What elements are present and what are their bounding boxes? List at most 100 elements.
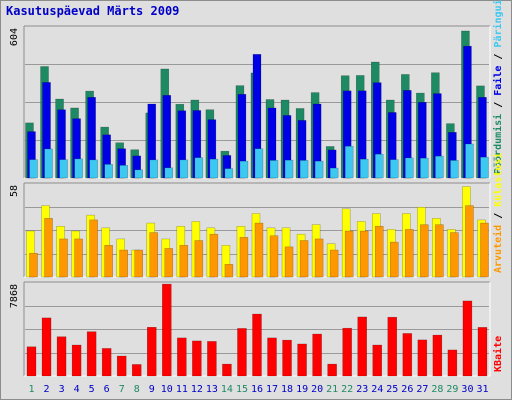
bar-sites (119, 249, 128, 278)
bar-hits (299, 160, 309, 179)
y-max-label: 58 (9, 185, 20, 197)
x-tick-label: 9 (149, 384, 155, 395)
x-tick-label: 4 (74, 384, 80, 395)
bar-kbytes (282, 339, 292, 377)
bar-kbytes (101, 348, 112, 377)
bar-sites (284, 246, 294, 278)
bar-hits (44, 148, 53, 179)
bar-sites (29, 252, 38, 278)
x-tick-label: 10 (161, 384, 173, 395)
x-tick-label: 31 (476, 384, 488, 395)
bar-kbytes (372, 344, 382, 377)
bar-sites (209, 233, 219, 278)
bar-sites (405, 229, 414, 278)
bar-kbytes (222, 363, 232, 377)
legend: KBaite (492, 336, 504, 372)
x-tick-label: 24 (371, 384, 383, 395)
bar-hits (239, 160, 249, 179)
bar-sites (164, 248, 174, 278)
bar-kbytes (297, 343, 307, 377)
x-tick-label: 28 (431, 384, 443, 395)
bar-kbytes (477, 327, 488, 377)
bar-sites (134, 249, 143, 278)
bar-sites (59, 238, 68, 278)
bar-hits (104, 164, 113, 179)
x-tick-label: 19 (296, 384, 308, 395)
bar-kbytes (402, 333, 413, 377)
bar-hits (480, 156, 489, 179)
legend-entry: Arvuteid (492, 225, 504, 273)
x-tick-label: 22 (341, 384, 353, 395)
x-tick-label: 30 (461, 384, 473, 395)
bar-hits (314, 160, 324, 179)
bar-kbytes (207, 341, 217, 377)
legend-entry: Pöördumisi (492, 114, 504, 174)
x-tick-label: 14 (221, 384, 233, 395)
bar-hits (59, 159, 68, 179)
x-tick-label: 23 (356, 384, 368, 395)
bar-hits (194, 157, 204, 179)
x-tick-label: 2 (44, 384, 50, 395)
bar-hits (254, 148, 264, 179)
bar-kbytes (177, 337, 187, 377)
bar-sites (329, 249, 339, 278)
bar-sites (344, 230, 354, 278)
x-tick-label: 16 (251, 384, 263, 395)
bar-kbytes (267, 337, 277, 377)
bar-sites (224, 264, 234, 278)
bar-hits (209, 158, 219, 179)
bar-kbytes (387, 316, 398, 377)
bars (25, 30, 489, 377)
bar-sites (390, 241, 399, 278)
bar-sites (239, 237, 249, 278)
bar-sites (89, 219, 98, 278)
bar-hits (450, 160, 459, 179)
y-max-label: 604 (9, 28, 20, 46)
bar-hits (405, 157, 414, 179)
bar-files (162, 95, 172, 179)
bar-hits (465, 143, 474, 179)
bar-sites (420, 224, 429, 278)
bar-hits (149, 159, 159, 179)
bar-sites (74, 238, 83, 278)
x-tick-label: 18 (281, 384, 293, 395)
bar-hits (390, 159, 399, 179)
y-max-label: 7868 (9, 284, 20, 308)
bar-kbytes (432, 334, 443, 377)
bar-sites (450, 232, 459, 278)
x-tick-label: 29 (446, 384, 458, 395)
bar-kbytes (162, 283, 172, 377)
bar-sites (314, 238, 324, 278)
bar-kbytes (327, 363, 337, 377)
legend-entry: Päringuid (492, 0, 504, 48)
bar-sites (435, 224, 444, 278)
bar-hits (89, 159, 98, 179)
x-tick-label: 12 (191, 384, 203, 395)
x-tick-label: 7 (119, 384, 125, 395)
bar-hits (224, 168, 234, 179)
chart-title: Kasutuspäevad Märts 2009 (6, 4, 180, 18)
bar-kbytes (41, 317, 52, 377)
bar-kbytes (237, 328, 247, 377)
bar-hits (359, 158, 369, 179)
bar-kbytes (417, 339, 428, 377)
bar-hits (344, 145, 354, 179)
bar-sites (179, 245, 189, 278)
bar-hits (29, 159, 38, 179)
bar-kbytes (26, 346, 37, 377)
bar-sites (269, 235, 279, 278)
x-tick-label: 21 (326, 384, 338, 395)
bar-hits (374, 153, 384, 179)
bar-hits (179, 159, 189, 179)
x-tick-label: 8 (134, 384, 140, 395)
bar-sites (359, 230, 369, 278)
bar-hits (164, 167, 174, 179)
bar-kbytes (462, 300, 473, 377)
bar-kbytes (131, 364, 142, 377)
legend: Arvuteid / Külastusi (492, 153, 504, 273)
x-tick-label: 15 (236, 384, 248, 395)
bar-hits (329, 167, 339, 179)
bar-kbytes (312, 333, 322, 377)
legend-entry: KBaite (492, 336, 504, 372)
